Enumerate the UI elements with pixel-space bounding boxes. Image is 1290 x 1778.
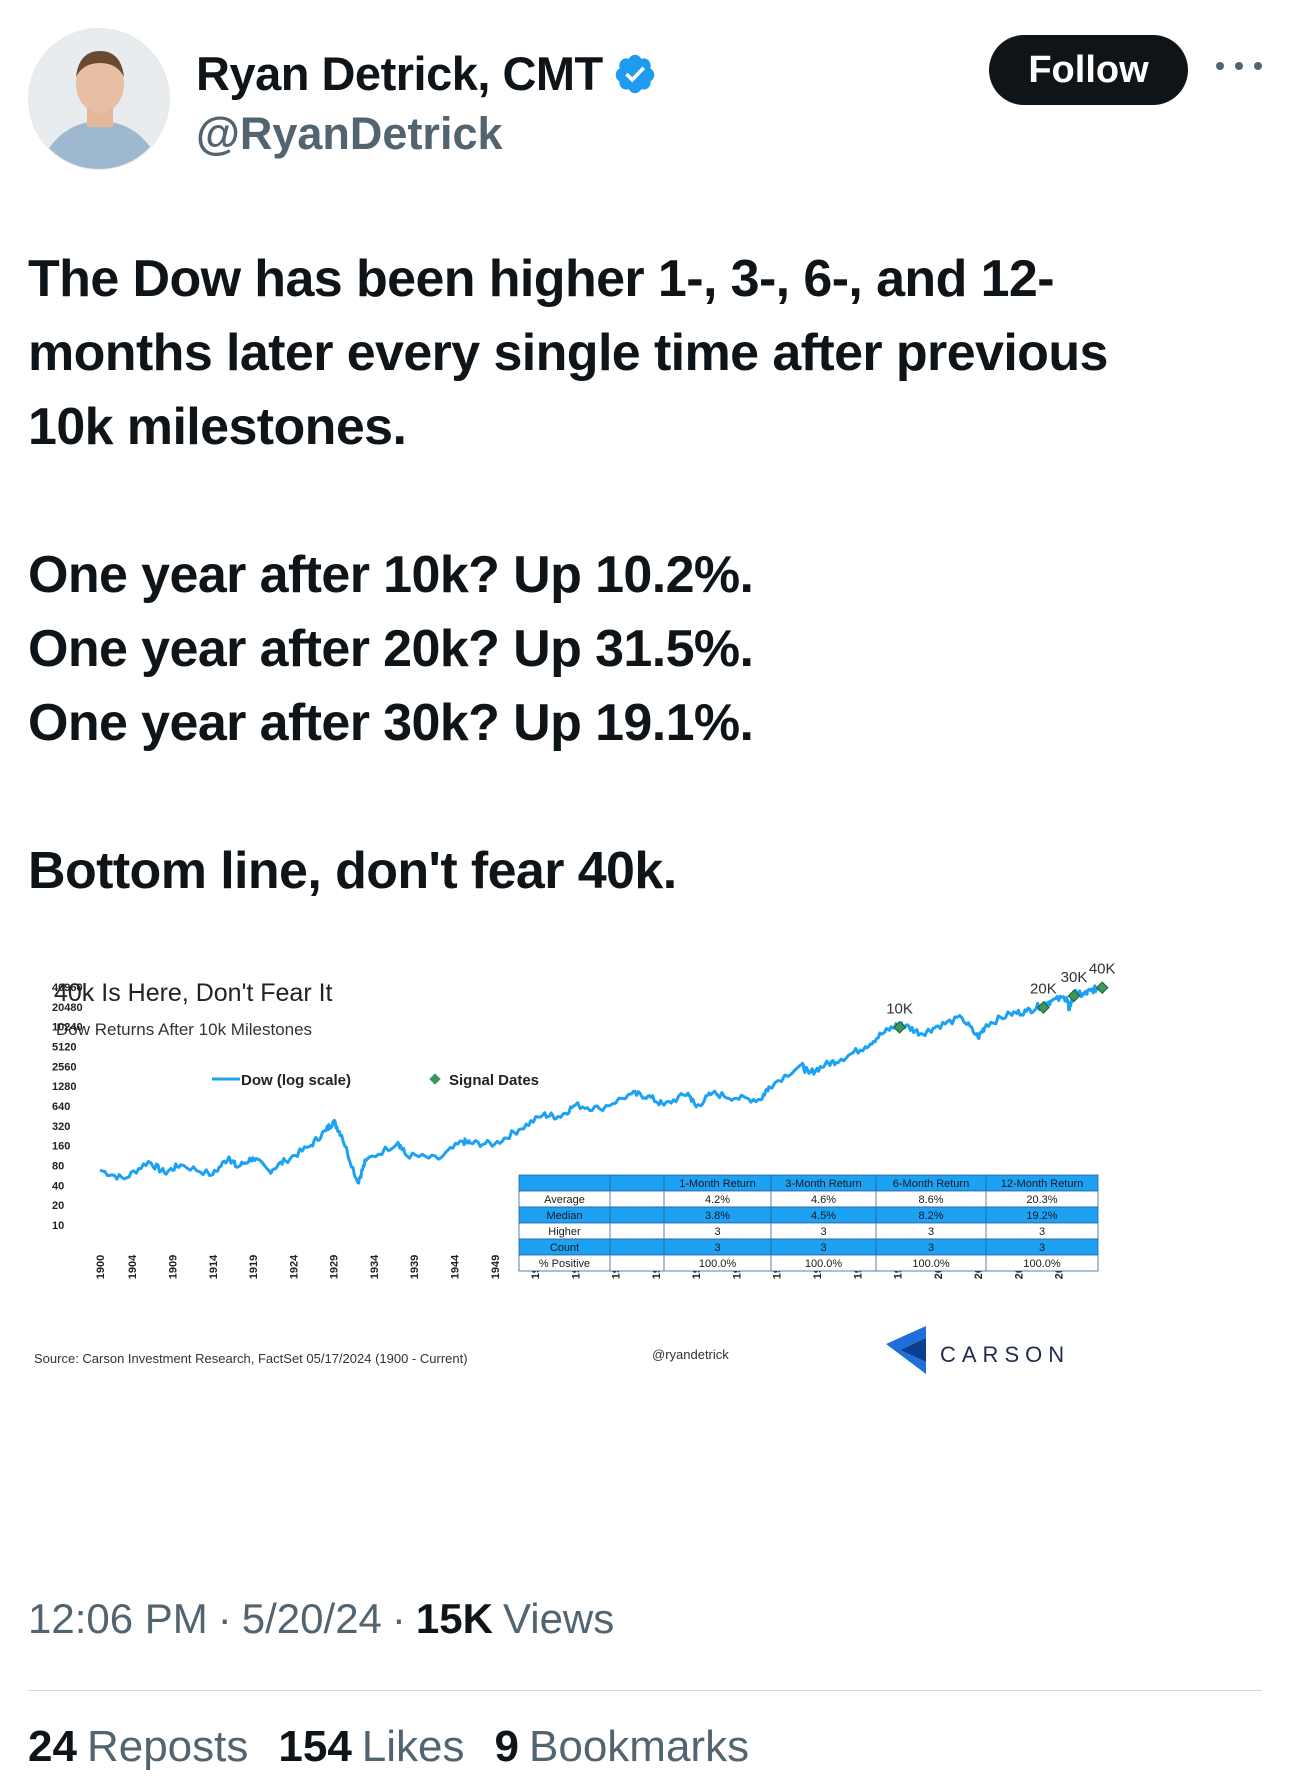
table-cell: 3: [1039, 1226, 1045, 1238]
y-tick-label: 160: [52, 1141, 70, 1153]
table-cell: 4.6%: [811, 1194, 836, 1206]
table-cell: 3: [1039, 1242, 1045, 1254]
more-options-icon[interactable]: [1216, 46, 1262, 86]
table-cell: 3: [714, 1226, 720, 1238]
x-tick-label: 1934: [369, 1254, 381, 1279]
signal-label: 20K: [1030, 981, 1057, 998]
engagement-stats: 24 Reposts 154 Likes 9 Bookmarks: [28, 1722, 749, 1772]
tweet-time[interactable]: 12:06 PM: [28, 1595, 208, 1642]
y-tick-label: 10: [52, 1220, 64, 1232]
chart-source: Source: Carson Investment Research, Fact…: [34, 1351, 468, 1366]
table-cell: 6-Month Return: [893, 1178, 969, 1190]
table-cell: 19.2%: [1026, 1210, 1057, 1222]
table-cell: 100.0%: [699, 1258, 737, 1270]
y-tick-label: 20: [52, 1200, 64, 1212]
y-tick-label: 640: [52, 1101, 70, 1113]
table-cell: 4.2%: [705, 1194, 730, 1206]
tweet-header: Ryan Detrick, CMT @RyanDetrick Follow: [28, 28, 1262, 173]
signal-marker: [893, 1020, 906, 1034]
y-tick-label: 1280: [52, 1081, 76, 1093]
x-tick-label: 1900: [95, 1255, 107, 1279]
views-label: Views: [502, 1595, 615, 1642]
table-cell: Median: [546, 1210, 582, 1222]
tweet-date[interactable]: 5/20/24: [241, 1595, 382, 1642]
table-cell: 3.8%: [705, 1210, 730, 1222]
bookmarks-stat[interactable]: 9 Bookmarks: [494, 1722, 750, 1771]
legend-signal-label: Signal Dates: [449, 1072, 539, 1089]
table-cell: 3: [714, 1242, 720, 1254]
table-cell: 3: [928, 1226, 934, 1238]
table-cell: 8.6%: [918, 1194, 943, 1206]
signal-marker: [1037, 1001, 1050, 1014]
chart-legend: Dow (log scale) Signal Dates: [212, 1072, 539, 1089]
table-cell: Count: [550, 1242, 579, 1254]
avatar[interactable]: [28, 28, 170, 170]
legend-series-label: Dow (log scale): [241, 1072, 351, 1089]
table-cell: 8.2%: [918, 1210, 943, 1222]
y-tick-label: 80: [52, 1161, 64, 1173]
x-tick-label: 1914: [208, 1254, 220, 1279]
table-cell: 100.0%: [805, 1258, 843, 1270]
brand-name: CARSON: [940, 1342, 1070, 1367]
table-cell: Higher: [548, 1226, 581, 1238]
signal-label: 30K: [1061, 969, 1088, 986]
x-tick-label: 1919: [248, 1255, 260, 1279]
chart-subtitle: Dow Returns After 10k Milestones: [56, 1020, 312, 1039]
table-cell: 12-Month Return: [1001, 1178, 1084, 1190]
tweet-meta: 12:06 PM · 5/20/24 · 15K Views: [28, 1595, 615, 1642]
signal-label: 40K: [1089, 962, 1116, 978]
x-tick-label: 1949: [490, 1255, 502, 1279]
table-cell: 4.5%: [811, 1210, 836, 1222]
reposts-stat[interactable]: 24 Reposts: [28, 1722, 249, 1771]
signal-marker: [1095, 981, 1109, 995]
dow-chart: 40k Is Here, Don't Fear It Dow Returns A…: [34, 962, 1116, 1374]
table-cell: Average: [544, 1194, 585, 1206]
x-tick-label: 1929: [329, 1255, 341, 1279]
table-cell: 3: [820, 1242, 826, 1254]
x-tick-label: 1944: [449, 1254, 461, 1279]
y-tick-label: 40960: [52, 982, 83, 994]
y-tick-label: 40: [52, 1180, 64, 1192]
divider: [28, 1690, 1262, 1691]
carson-logo-icon: [886, 1326, 926, 1374]
x-tick-label: 1924: [288, 1254, 300, 1279]
y-tick-label: 5120: [52, 1042, 76, 1054]
table-cell: 1-Month Return: [679, 1178, 755, 1190]
follow-button[interactable]: Follow: [989, 35, 1188, 105]
likes-stat[interactable]: 154 Likes: [278, 1722, 465, 1771]
dow-series-line: [99, 984, 1101, 1185]
table-cell: 20.3%: [1026, 1194, 1057, 1206]
views-count: 15K: [415, 1595, 493, 1642]
returns-table: 1-Month Return 3-Month Return 6-Month Retu…: [518, 1174, 1099, 1272]
table-cell: 100.0%: [912, 1258, 950, 1270]
x-tick-label: 1904: [127, 1254, 139, 1279]
x-tick-label: 1939: [409, 1255, 421, 1279]
author-name[interactable]: Ryan Detrick, CMT: [196, 47, 603, 100]
y-tick-label: 2560: [52, 1061, 76, 1073]
table-cell: 3: [820, 1226, 826, 1238]
table-cell: % Positive: [539, 1258, 590, 1270]
y-tick-label: 20480: [52, 1002, 83, 1014]
table-cell: 3-Month Return: [785, 1178, 861, 1190]
x-tick-label: 1909: [168, 1255, 180, 1279]
chart-title: 40k Is Here, Don't Fear It: [54, 979, 333, 1007]
signal-marker: [1067, 989, 1081, 1003]
verified-badge-icon: [615, 54, 655, 93]
tweet-text: The Dow has been higher 1-, 3-, 6-, and …: [28, 250, 1108, 900]
chart-watermark: @ryandetrick: [652, 1347, 729, 1362]
chart-image[interactable]: 40k Is Here, Don't Fear It Dow Returns A…: [28, 962, 1268, 1530]
signal-label: 10K: [886, 1000, 913, 1017]
y-tick-label: 320: [52, 1121, 70, 1133]
table-cell: 3: [928, 1242, 934, 1254]
table-cell: 100.0%: [1023, 1258, 1061, 1270]
author-handle[interactable]: @RyanDetrick: [196, 108, 503, 159]
y-tick-label: 10240: [52, 1022, 83, 1034]
